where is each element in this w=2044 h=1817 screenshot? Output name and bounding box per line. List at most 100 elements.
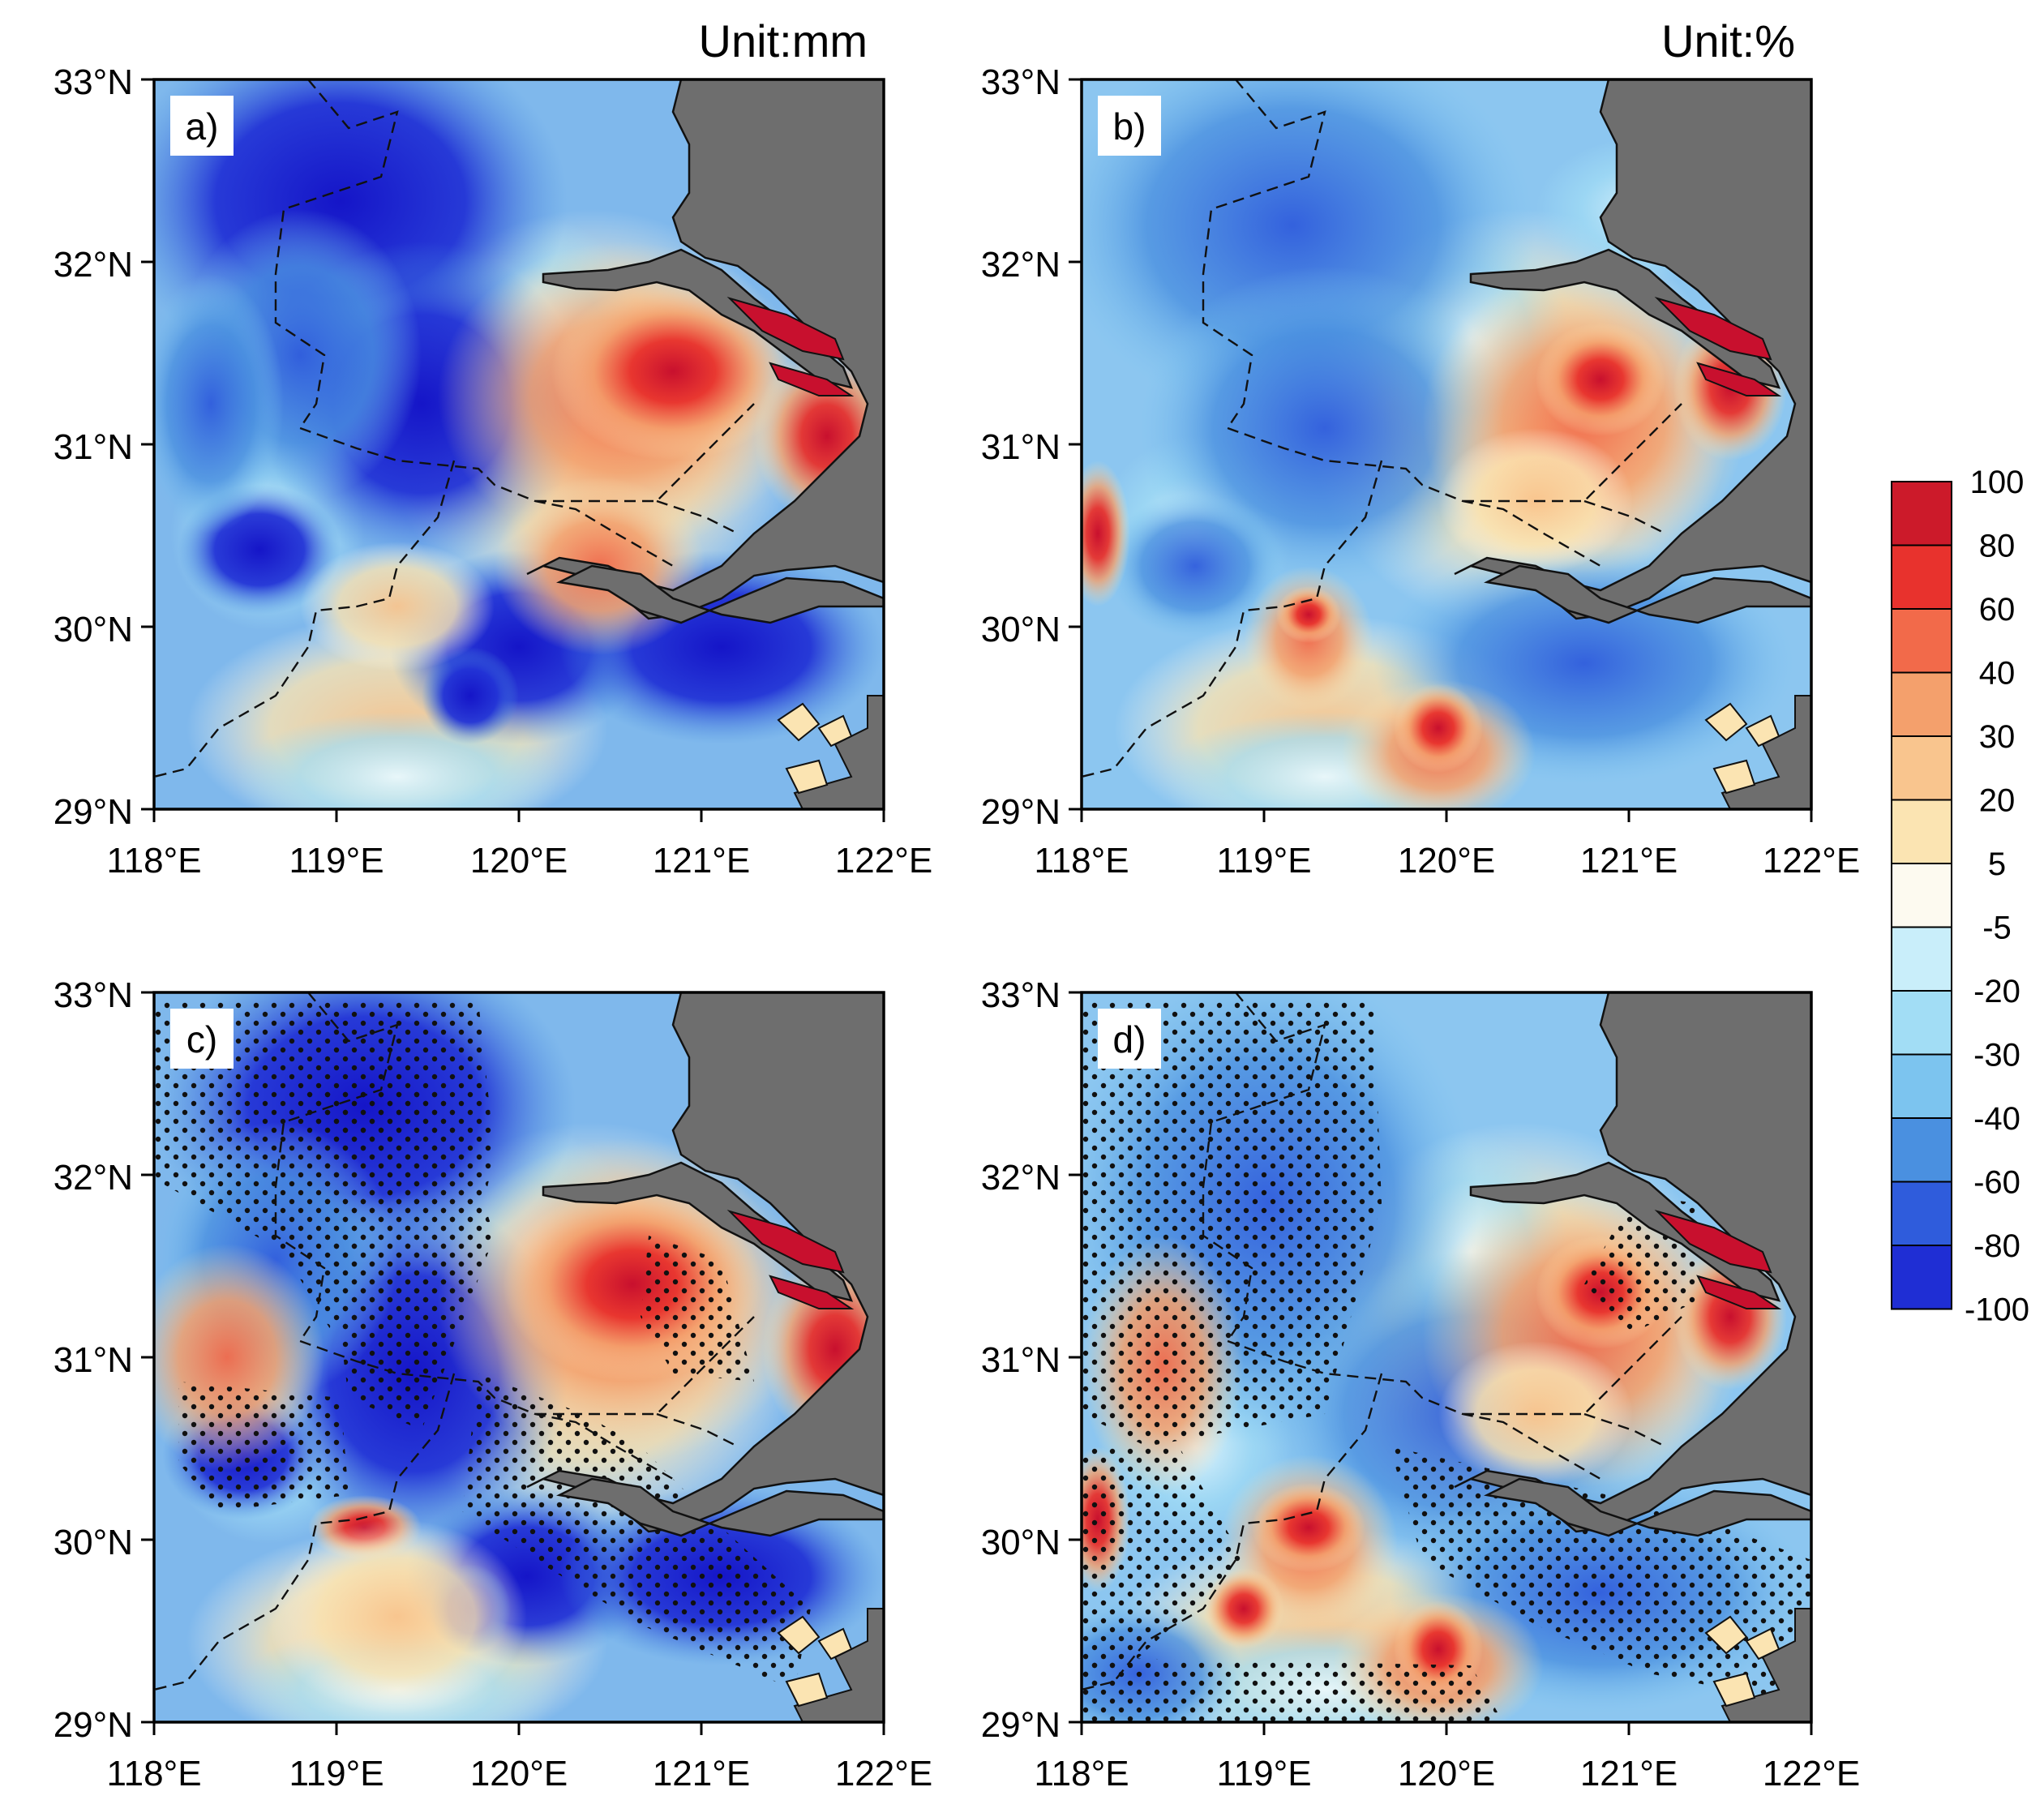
lon-tick-label: 118°E	[1034, 1754, 1129, 1793]
colorbar-cell	[1891, 863, 1952, 928]
colorbar-label: 30	[1979, 719, 2016, 755]
lat-tick-label: 32°N	[981, 245, 1061, 285]
colorbar-cell	[1891, 1181, 1952, 1246]
colorbar-label: -80	[1973, 1228, 2020, 1264]
significance-stipple	[462, 1373, 811, 1690]
colorbar-label: -20	[1973, 974, 2020, 1009]
significance-stipple	[1082, 1446, 1244, 1706]
lon-tick-label: 118°E	[106, 841, 201, 881]
lon-tick-label: 122°E	[1763, 1754, 1860, 1793]
colorbar: 100 80 60 40 30 20 5 -5 -20 -30 -40 -60 -80 -100	[1891, 465, 2029, 1328]
hangzhou-bay	[556, 1477, 884, 1722]
precip-field	[154, 79, 884, 809]
lat-tick-label: 31°N	[54, 427, 133, 467]
colorbar-cell	[1891, 671, 1952, 737]
colorbar-label: -30	[1973, 1038, 2020, 1073]
colorbar-cell	[1891, 608, 1952, 674]
colorbar-cell	[1891, 990, 1952, 1056]
lon-tick-label: 120°E	[470, 841, 568, 881]
lon-tick-label: 121°E	[1580, 1754, 1678, 1793]
lon-tick-label: 119°E	[1216, 1754, 1311, 1793]
lon-tick-label: 122°E	[1763, 841, 1860, 881]
lat-tick-label: 30°N	[54, 610, 133, 649]
colorbar-cell	[1891, 735, 1952, 801]
lon-tick-label: 121°E	[1580, 841, 1678, 881]
colorbar-label: 5	[1988, 846, 2006, 882]
lat-tick-label: 33°N	[54, 62, 133, 102]
colorbar-label: -100	[1965, 1292, 2029, 1328]
lat-tick-label: 31°N	[981, 427, 1061, 467]
panel-label: b)	[1113, 105, 1146, 148]
yangtze-estuary	[542, 1161, 854, 1302]
lon-tick-label: 120°E	[1398, 841, 1495, 881]
colorbar-cell	[1891, 544, 1952, 610]
significance-stipple	[178, 1382, 349, 1511]
sea-mask	[1454, 79, 1811, 620]
sea-mask	[526, 79, 884, 620]
colorbar-label: 20	[1979, 783, 2016, 819]
colorbar-label: -40	[1973, 1101, 2020, 1137]
significance-stipple	[1390, 1446, 1811, 1706]
unit-label: Unit:%	[1661, 15, 1795, 66]
lon-tick-label: 121°E	[653, 841, 750, 881]
map-panel-a: a) Unit:mm 33°N 32°N 31°N 30°N 29°N 118°E 119°E 1…	[54, 15, 932, 881]
sea-mask	[1454, 992, 1811, 1533]
lon-tick-label: 119°E	[289, 1754, 384, 1793]
lon-tick-label: 121°E	[653, 1754, 750, 1793]
colorbar-cell	[1891, 926, 1952, 992]
unit-label: Unit:mm	[699, 15, 868, 66]
hangzhou-bay	[1484, 1477, 1811, 1722]
significance-stipple	[308, 1090, 495, 1430]
lat-tick-label: 30°N	[981, 610, 1061, 649]
lon-tick-label: 118°E	[106, 1754, 201, 1793]
colorbar-label: -60	[1973, 1165, 2020, 1201]
lon-tick-label: 120°E	[1398, 1754, 1495, 1793]
lon-tick-label: 118°E	[1034, 841, 1129, 881]
colorbar-label: 80	[1979, 529, 2016, 564]
panel-label: a)	[186, 105, 219, 148]
lat-tick-label: 33°N	[981, 62, 1061, 102]
map-panel-d: d) 33°N 32°N 31°N 30°N 29°N 118°E 119°E 120°E 121…	[981, 975, 1860, 1793]
lat-tick-label: 30°N	[54, 1523, 133, 1562]
colorbar-cell	[1891, 799, 1952, 864]
panel-label: d)	[1113, 1018, 1146, 1061]
lat-tick-label: 32°N	[981, 1158, 1061, 1198]
yangtze-estuary	[1469, 1161, 1781, 1302]
lat-tick-label: 33°N	[54, 975, 133, 1015]
lat-tick-label: 29°N	[54, 1705, 133, 1745]
colorbar-label: 60	[1979, 592, 2016, 628]
colorbar-label: -5	[1982, 911, 2012, 946]
map-panel-c: c) 33°N 32°N 31°N 30°N 29°N 118°E 119°E 120°E 121…	[54, 975, 932, 1793]
panel-label: c)	[186, 1018, 217, 1061]
colorbar-label: 100	[1970, 465, 2025, 500]
lat-tick-label: 31°N	[981, 1340, 1061, 1380]
sea-mask	[526, 992, 884, 1533]
lon-tick-label: 120°E	[470, 1754, 568, 1793]
significance-stipple	[1325, 1673, 1463, 1722]
lat-tick-label: 29°N	[981, 792, 1061, 832]
yangtze-estuary	[542, 248, 854, 389]
precip-field	[154, 992, 884, 1722]
lat-tick-label: 29°N	[54, 792, 133, 832]
lat-tick-label: 33°N	[981, 975, 1061, 1015]
colorbar-cell	[1891, 1053, 1952, 1119]
province-border	[1082, 79, 1682, 778]
lat-tick-label: 32°N	[54, 1158, 133, 1198]
province-border	[154, 992, 755, 1691]
lon-tick-label: 119°E	[289, 841, 384, 881]
province-border	[1082, 992, 1682, 1691]
colorbar-cell	[1891, 1117, 1952, 1183]
colorbar-cell	[1891, 481, 1952, 546]
lon-tick-label: 119°E	[1216, 841, 1311, 881]
colorbar-cell	[1891, 1245, 1952, 1310]
province-border	[154, 79, 755, 778]
yangtze-estuary	[1469, 248, 1781, 389]
lon-tick-label: 122°E	[835, 841, 932, 881]
lon-tick-label: 122°E	[835, 1754, 932, 1793]
precip-field	[1082, 992, 1811, 1722]
lat-tick-label: 32°N	[54, 245, 133, 285]
significance-stipple	[1082, 1001, 1382, 1446]
colorbar-label: 40	[1979, 656, 2016, 692]
lat-tick-label: 31°N	[54, 1340, 133, 1380]
